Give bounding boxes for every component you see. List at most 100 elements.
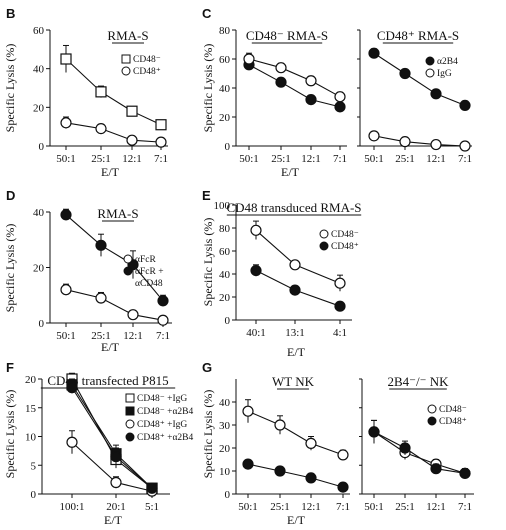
x-tick-label: 25:1 [271, 153, 291, 165]
y-axis-label: Specific Lysis (%) [201, 390, 215, 479]
y-tick-label: 60 [219, 246, 231, 258]
series-line-0 [247, 410, 344, 456]
x-tick-label: 40:1 [246, 327, 266, 339]
x-tick-label: 25:1 [270, 501, 290, 513]
data-point [126, 134, 138, 146]
data-point [305, 75, 317, 87]
data-point [275, 62, 287, 74]
y-tick-label: 0 [225, 141, 231, 153]
x-tick-label: 13:1 [285, 327, 305, 339]
data-point [157, 295, 169, 307]
x-tick-label: 12:1 [426, 153, 446, 165]
y-axis-label: Specific Lysis (%) [201, 44, 215, 133]
legend-marker [427, 416, 437, 426]
x-tick-label: 7:1 [154, 153, 168, 165]
data-point [337, 481, 349, 493]
x-tick-label: 20:1 [106, 501, 126, 513]
data-point [459, 140, 471, 152]
x-tick-label: 7:1 [333, 153, 347, 165]
legend-label: CD48⁻ [439, 405, 467, 415]
y-tick-label: 15 [25, 403, 37, 415]
series-line-0 [255, 229, 341, 284]
chart-title: RMA-S [97, 206, 138, 221]
legend-item: CD48⁺ +IgG [125, 419, 187, 430]
legend-label: α2B4 [437, 57, 458, 67]
y-axis-label: Specific Lysis (%) [201, 218, 215, 307]
y-tick-label: 0 [225, 315, 231, 327]
y-axis-label: Specific Lysis (%) [3, 224, 17, 313]
legend-marker [123, 266, 133, 276]
chart-b: 0 20 40 60 50:1 25:1 12:1 7:1 RMA-S Specific Lysi… [3, 25, 168, 165]
legend-label: CD48⁻ +IgG [137, 394, 187, 404]
chart-g-left: 0 10 20 30 40 50:1 25:1 12:1 7:1 WT NK Specific Ly… [201, 374, 350, 527]
legend-item: CD48⁺ +α2B4 [125, 432, 194, 443]
data-point [110, 451, 122, 463]
chart-title: CD48⁺ RMA-S [377, 28, 459, 43]
legend-marker [121, 66, 131, 76]
x-tick-label: 12:1 [122, 153, 142, 165]
data-point [368, 130, 380, 142]
series-line-1 [65, 122, 162, 143]
data-point [289, 284, 301, 296]
data-point [95, 239, 107, 251]
y-tick-label: 20 [219, 292, 231, 304]
x-tick-label: 25:1 [91, 153, 111, 165]
data-point [60, 209, 72, 221]
x-tick-label: 12:1 [301, 501, 321, 513]
data-point [60, 117, 72, 129]
data-point [250, 224, 262, 236]
legend-label: CD48⁻ +α2B4 [137, 407, 194, 417]
data-point [146, 482, 158, 494]
panel-letter-d: D [6, 188, 15, 203]
data-point [459, 467, 471, 479]
x-tick-label: 50:1 [239, 153, 259, 165]
data-point [399, 67, 411, 80]
legend-item: α2B4 [425, 56, 458, 67]
data-point [66, 382, 78, 394]
data-point [334, 300, 346, 312]
data-point [66, 436, 78, 448]
data-point [127, 309, 139, 321]
data-point [368, 47, 380, 59]
data-point [274, 465, 286, 477]
data-point [305, 93, 317, 106]
data-point [242, 405, 254, 417]
legend-item: CD48⁻ [427, 404, 467, 415]
chart-c-left: 0 20 40 60 80 50:1 25:1 12:1 7:1 CD48⁻ RMA-S Speci… [201, 25, 347, 165]
data-point [289, 259, 301, 271]
data-point [305, 437, 317, 449]
y-tick-label: 40 [219, 397, 231, 409]
legend-item: IgG [425, 68, 452, 79]
chart-title: 2B4⁻/⁻ NK [387, 374, 449, 389]
data-point [430, 463, 442, 475]
legend-label: CD48⁺ [439, 417, 467, 427]
legend-marker [123, 254, 133, 264]
y-tick-label: 40 [33, 207, 45, 219]
x-tick-label: 25:1 [91, 330, 111, 342]
series-line-0 [373, 431, 466, 474]
legend-marker [121, 54, 131, 64]
x-tick-label: 50:1 [56, 330, 76, 342]
y-tick-label: 10 [25, 432, 37, 444]
data-point [334, 101, 346, 113]
x-tick-label: 12:1 [426, 501, 446, 513]
legend-marker [319, 229, 329, 239]
x-tick-label: 7:1 [458, 153, 472, 165]
x-axis-label: E/T [287, 345, 306, 359]
y-tick-label: 80 [219, 223, 231, 235]
legend-item: CD48⁻ [319, 229, 359, 240]
data-point [157, 314, 169, 326]
y-axis-label: Specific Lysis (%) [3, 44, 17, 133]
y-tick-label: 40 [33, 64, 45, 76]
chart-d: 0 20 40 50:1 25:1 12:1 7:1 RMA-S Specific Lysis … [3, 206, 172, 354]
x-axis-label-b: E/T [101, 165, 120, 179]
data-point [399, 442, 411, 454]
legend-label: CD48⁻ [133, 55, 161, 65]
y-tick-label: 80 [219, 25, 231, 37]
data-point [275, 76, 287, 88]
data-point [250, 264, 262, 277]
x-tick-label: 12:1 [301, 153, 321, 165]
series-line-1 [247, 463, 344, 488]
legend-marker [319, 241, 329, 251]
